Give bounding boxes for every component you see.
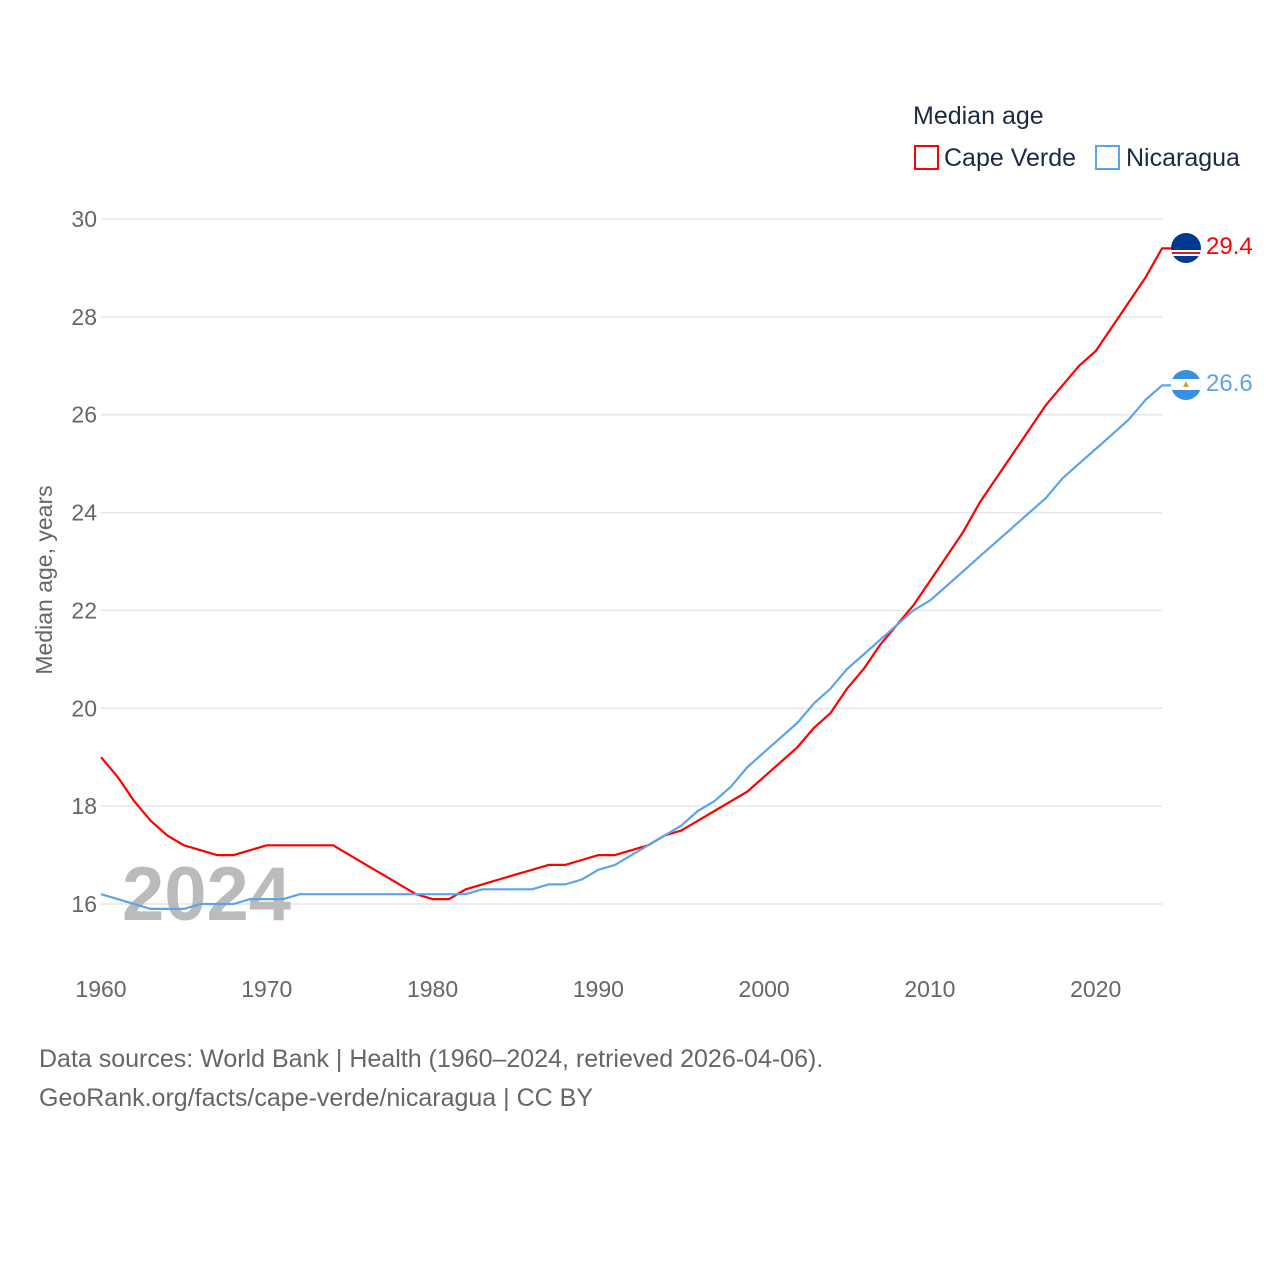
y-tick-label: 28 — [71, 304, 97, 330]
x-tick-label: 2020 — [1070, 976, 1121, 1002]
series-line-cape-verde[interactable] — [100, 247, 1172, 901]
y-tick-label: 22 — [71, 597, 97, 623]
cape-verde-flag-icon — [1171, 233, 1201, 263]
x-tick-label: 1990 — [573, 976, 624, 1002]
legend-title: Median age — [913, 102, 1044, 130]
footer-link[interactable]: GeoRank.org/facts/cape-verde/nicaragua |… — [39, 1084, 593, 1112]
x-tick-label: 1970 — [241, 976, 292, 1002]
y-tick-label: 20 — [71, 695, 97, 721]
legend-swatch-cape-verde[interactable] — [914, 145, 939, 170]
series-line-nicaragua[interactable] — [100, 384, 1172, 911]
legend-label-nicaragua[interactable]: Nicaragua — [1126, 144, 1240, 172]
x-tick-label: 2000 — [739, 976, 790, 1002]
y-tick-label: 26 — [71, 402, 97, 428]
legend-label-cape-verde[interactable]: Cape Verde — [944, 144, 1076, 172]
x-tick-label: 2010 — [904, 976, 955, 1002]
x-tick-label: 1980 — [407, 976, 458, 1002]
nicaragua-flag-icon — [1171, 370, 1201, 400]
y-tick-label: 16 — [71, 891, 97, 917]
x-tick-label: 1960 — [75, 976, 126, 1002]
y-tick-label: 18 — [71, 793, 97, 819]
y-tick-label: 24 — [71, 500, 97, 526]
footer-sources: Data sources: World Bank | Health (1960–… — [39, 1045, 824, 1073]
year-watermark: 2024 — [122, 852, 291, 937]
legend-swatch-nicaragua[interactable] — [1095, 145, 1120, 170]
end-label-nicaragua: 26.6 — [1206, 370, 1253, 397]
y-axis-label: Median age, years — [31, 485, 57, 674]
y-tick-label: 30 — [71, 206, 97, 232]
legend: Median age Cape Verde Nicaragua — [913, 102, 1240, 172]
end-label-cape-verde: 29.4 — [1206, 233, 1253, 260]
